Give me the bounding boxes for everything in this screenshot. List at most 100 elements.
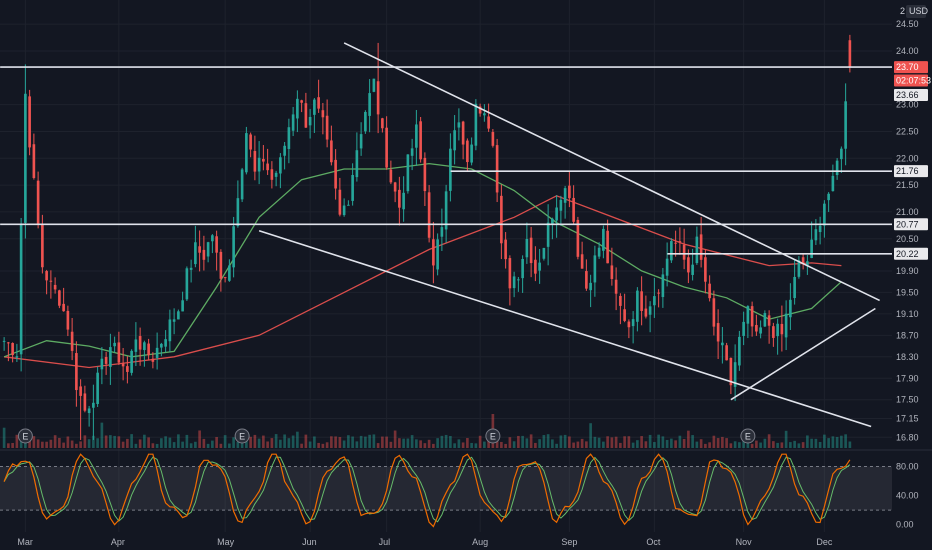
candle-body[interactable]	[228, 265, 231, 281]
earnings-icon[interactable]	[740, 428, 756, 444]
candle-body[interactable]	[385, 127, 388, 168]
candle-body[interactable]	[117, 342, 121, 363]
candle-body[interactable]	[66, 310, 70, 330]
candle-body[interactable]	[572, 197, 575, 222]
candle-body[interactable]	[381, 118, 384, 129]
candle-body[interactable]	[755, 325, 758, 332]
candle-body[interactable]	[551, 218, 554, 225]
candle-body[interactable]	[138, 336, 142, 350]
candle-body[interactable]	[848, 40, 852, 68]
candle-body[interactable]	[232, 226, 235, 268]
candle-body[interactable]	[189, 267, 193, 270]
candle-body[interactable]	[776, 323, 779, 337]
candle-body[interactable]	[96, 372, 99, 404]
candle-body[interactable]	[45, 271, 48, 281]
time-axis[interactable]: Mar Apr May Jun Jul Aug Sep Oct Nov Dec	[17, 537, 833, 547]
candle-body[interactable]	[194, 242, 197, 265]
candle-body[interactable]	[24, 93, 27, 223]
candle-body[interactable]	[164, 339, 167, 347]
candle-body[interactable]	[580, 254, 584, 269]
trend-line[interactable]	[730, 307, 876, 401]
candle-body[interactable]	[704, 257, 707, 282]
candle-body[interactable]	[491, 132, 495, 146]
candle-body[interactable]	[470, 144, 473, 163]
candle-body[interactable]	[160, 343, 163, 348]
candle-body[interactable]	[568, 185, 571, 199]
candle-body[interactable]	[721, 342, 724, 346]
candle-body[interactable]	[602, 228, 605, 251]
candle-body[interactable]	[19, 223, 23, 355]
candle-body[interactable]	[661, 274, 665, 298]
candle-body[interactable]	[245, 133, 248, 173]
candle-body[interactable]	[7, 342, 10, 344]
candle-body[interactable]	[342, 205, 346, 216]
candle-body[interactable]	[376, 81, 380, 115]
candle-body[interactable]	[440, 227, 444, 237]
candle-body[interactable]	[330, 140, 333, 163]
candle-body[interactable]	[504, 239, 507, 260]
candle-body[interactable]	[262, 158, 265, 162]
candle-body[interactable]	[678, 241, 682, 243]
candle-body[interactable]	[126, 366, 129, 372]
candle-body[interactable]	[563, 188, 567, 203]
candle-body[interactable]	[270, 169, 274, 180]
candle-body[interactable]	[279, 157, 282, 174]
candle-body[interactable]	[457, 122, 461, 128]
candle-body[interactable]	[512, 276, 516, 289]
candle-body[interactable]	[818, 225, 822, 233]
candle-body[interactable]	[495, 145, 499, 193]
candle-body[interactable]	[623, 309, 626, 321]
candle-body[interactable]	[810, 239, 813, 259]
candle-body[interactable]	[682, 244, 686, 260]
candle-body[interactable]	[742, 321, 745, 336]
candle-body[interactable]	[589, 282, 592, 291]
candle-body[interactable]	[835, 160, 839, 176]
candle-body[interactable]	[593, 255, 597, 283]
candle-body[interactable]	[389, 169, 393, 183]
candle-body[interactable]	[712, 298, 716, 327]
trend-line[interactable]	[258, 229, 872, 428]
candle-body[interactable]	[631, 319, 635, 327]
candle-body[interactable]	[793, 276, 796, 299]
candle-body[interactable]	[427, 192, 431, 238]
candle-body[interactable]	[415, 124, 418, 148]
candle-body[interactable]	[198, 246, 201, 253]
candle-body[interactable]	[657, 292, 660, 294]
candle-body[interactable]	[92, 402, 95, 408]
candle-body[interactable]	[211, 235, 214, 242]
candle-body[interactable]	[733, 362, 737, 387]
candle-body[interactable]	[627, 321, 631, 328]
candle-body[interactable]	[423, 157, 427, 192]
candle-body[interactable]	[406, 154, 410, 192]
candle-body[interactable]	[687, 257, 690, 273]
candle-body[interactable]	[257, 157, 261, 172]
candle-body[interactable]	[763, 313, 767, 327]
candle-body[interactable]	[585, 271, 588, 289]
candle-body[interactable]	[487, 116, 490, 129]
candle-body[interactable]	[300, 100, 303, 103]
candle-body[interactable]	[483, 113, 486, 116]
candle-body[interactable]	[49, 280, 53, 282]
candle-body[interactable]	[296, 98, 299, 119]
earnings-icon[interactable]	[234, 428, 250, 444]
candle-body[interactable]	[347, 204, 350, 206]
candle-body[interactable]	[147, 343, 150, 356]
candle-body[interactable]	[444, 191, 448, 230]
candle-body[interactable]	[202, 249, 206, 260]
candle-body[interactable]	[708, 283, 711, 299]
candle-body[interactable]	[58, 290, 61, 306]
candle-body[interactable]	[780, 323, 784, 335]
candle-body[interactable]	[11, 343, 14, 356]
candle-body[interactable]	[670, 241, 673, 261]
candle-body[interactable]	[474, 103, 478, 146]
candle-body[interactable]	[143, 342, 146, 351]
candle-body[interactable]	[449, 148, 452, 191]
candle-body[interactable]	[36, 180, 40, 224]
candle-body[interactable]	[266, 163, 269, 171]
candle-body[interactable]	[789, 299, 792, 318]
candle-body[interactable]	[317, 97, 320, 109]
candle-body[interactable]	[614, 279, 618, 294]
candle-body[interactable]	[640, 291, 643, 311]
